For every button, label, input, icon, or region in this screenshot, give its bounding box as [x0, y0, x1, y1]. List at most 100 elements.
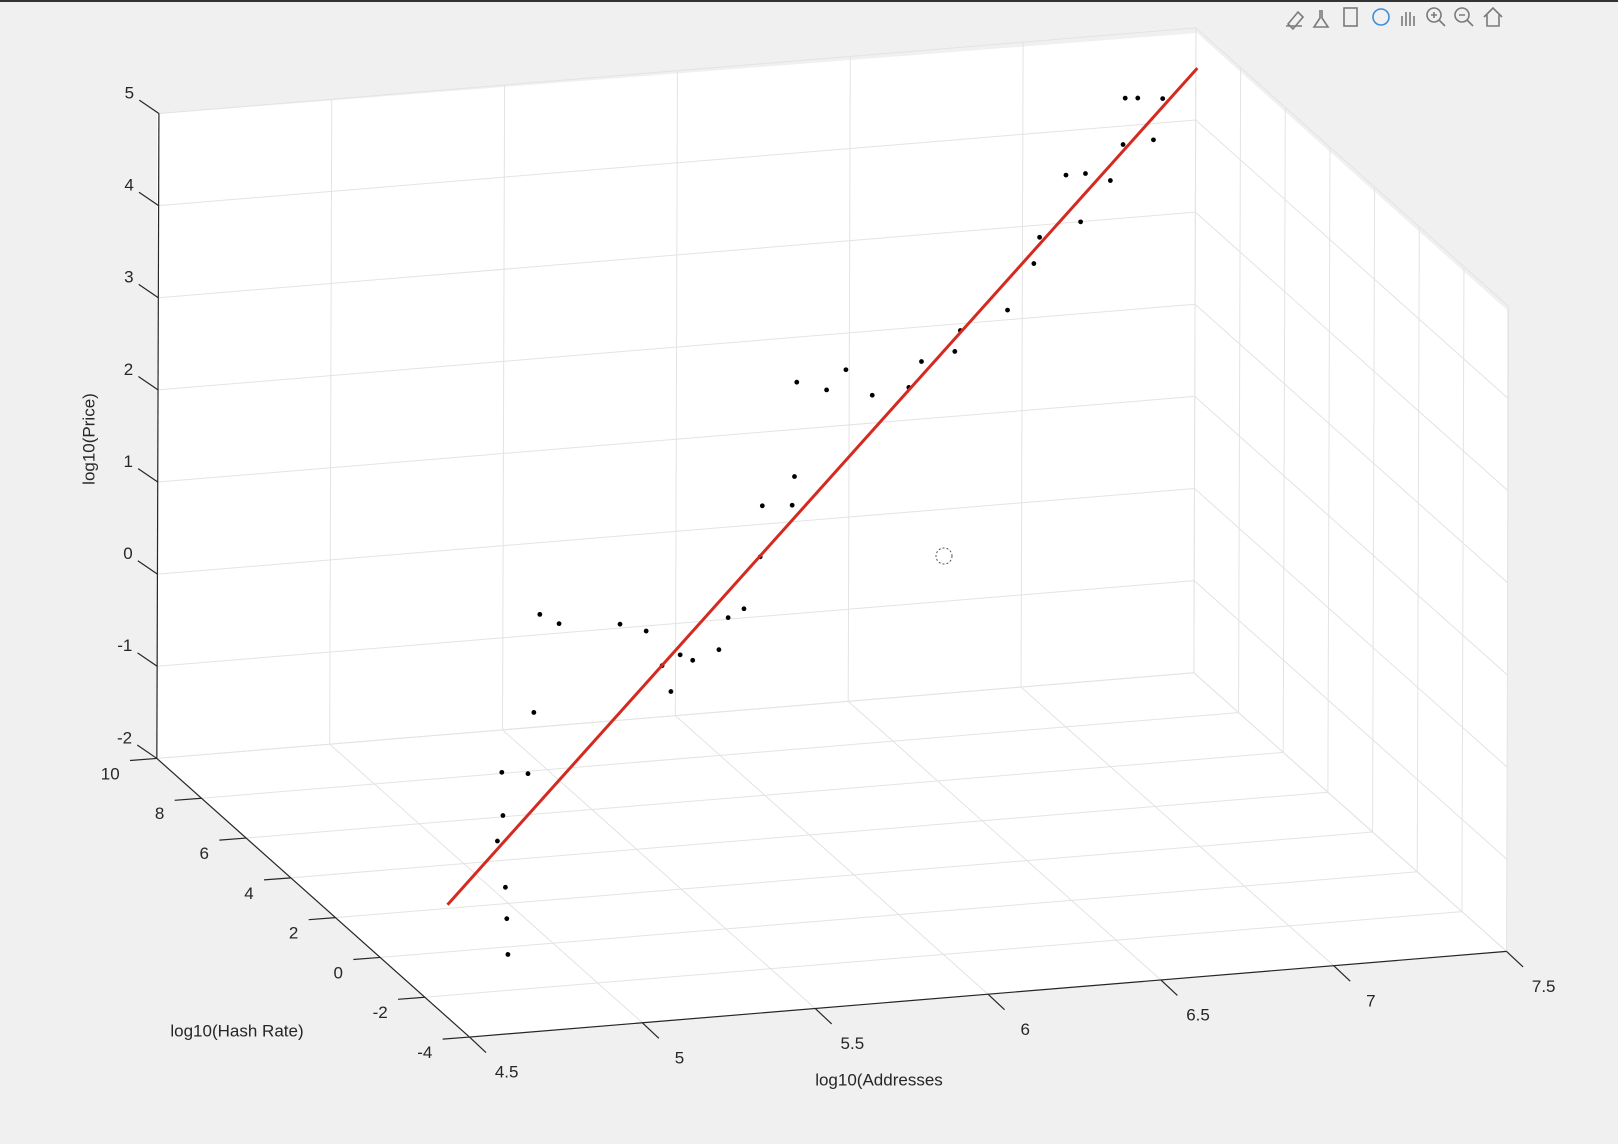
grid-line — [157, 395, 1195, 483]
y-axis-line — [156, 757, 470, 1038]
data-point — [1107, 178, 1113, 183]
zoom-out-icon[interactable] — [1454, 7, 1470, 23]
brush-icon[interactable] — [1286, 10, 1305, 31]
z-tick — [138, 191, 159, 207]
data-point — [952, 349, 958, 354]
data-point — [525, 771, 531, 777]
z-tick-label: -1 — [117, 636, 132, 655]
grid-line — [1282, 107, 1286, 753]
grid-line — [335, 831, 1373, 919]
grid-line — [158, 211, 1196, 299]
x-tick — [1160, 979, 1178, 996]
grid-line — [1193, 672, 1507, 952]
data-point — [1122, 95, 1128, 101]
y-tick-label: 0 — [334, 963, 343, 982]
x-tick-label: 7 — [1366, 991, 1375, 1010]
grid-line — [157, 580, 1195, 667]
x-tick — [1333, 965, 1351, 982]
grid-line — [424, 911, 1462, 998]
pan-icon[interactable] — [1401, 12, 1415, 26]
data-point — [1151, 137, 1156, 143]
axes-background — [157, 33, 1507, 1037]
z-tick — [138, 375, 159, 391]
grid-line — [1461, 266, 1465, 912]
data-point — [531, 710, 537, 715]
grid-line — [157, 303, 1196, 391]
grid-line — [502, 729, 816, 1009]
grid-line — [1020, 686, 1335, 967]
z-tick-label: 2 — [124, 360, 133, 379]
legend-icon[interactable] — [1343, 7, 1358, 27]
data-point — [1160, 96, 1166, 102]
x-tick-label: 6.5 — [1186, 1006, 1210, 1025]
top-bar — [0, 0, 1618, 2]
x-tick-label: 5 — [675, 1048, 684, 1067]
grid-line — [847, 56, 851, 702]
data-point — [1037, 234, 1042, 240]
grid-line — [1194, 303, 1509, 584]
zoom-in-glyph — [1431, 12, 1446, 27]
data-point — [716, 647, 722, 653]
y-tick-label: 10 — [101, 764, 120, 783]
grid-line — [1327, 147, 1331, 793]
data-point — [677, 652, 683, 658]
grid-line — [246, 751, 1284, 839]
grid-line — [1238, 67, 1242, 713]
grid-line — [290, 791, 1328, 879]
z-tick — [138, 99, 160, 115]
rotate-icon[interactable] — [1372, 8, 1390, 26]
data-tip-icon[interactable] — [1312, 10, 1330, 28]
y-tick — [129, 757, 157, 762]
y-tick — [174, 797, 202, 801]
y-tick — [442, 1036, 470, 1040]
y-tick — [219, 837, 247, 841]
cursor — [935, 547, 953, 565]
grid-line — [158, 27, 1196, 115]
y-tick — [308, 917, 336, 921]
x-tick-label: 7.5 — [1532, 977, 1556, 996]
data-point — [643, 628, 649, 634]
grid-line — [1416, 226, 1420, 872]
y-tick-label: 8 — [155, 804, 164, 823]
grid-line — [380, 871, 1418, 958]
data-point — [503, 884, 508, 890]
y-tick — [353, 956, 381, 961]
data-point — [1083, 171, 1088, 176]
data-point — [1031, 261, 1037, 266]
data-point — [504, 916, 510, 922]
data-point — [505, 952, 511, 957]
data-point — [617, 621, 623, 627]
z-tick — [138, 283, 159, 299]
data-point — [1135, 95, 1141, 101]
data-point — [869, 392, 875, 398]
y-tick-label: 4 — [244, 884, 253, 903]
z-tick — [137, 652, 158, 667]
z-tick — [136, 744, 158, 759]
data-point — [919, 359, 924, 364]
data-point — [741, 606, 747, 612]
z-tick-label: 4 — [124, 176, 133, 195]
data-point — [495, 838, 500, 844]
y-tick-label: 6 — [200, 844, 209, 863]
x-tick — [1506, 950, 1524, 968]
toolbar[interactable] — [1286, 6, 1503, 31]
data-point — [690, 657, 696, 663]
z-tick — [137, 468, 159, 483]
data-point — [794, 379, 800, 385]
zoom-in-icon[interactable] — [1426, 7, 1442, 23]
grid-line — [156, 672, 1194, 759]
z-tick-label: 0 — [123, 544, 132, 563]
data-point — [500, 813, 506, 818]
home-icon[interactable] — [1483, 6, 1503, 27]
grid-line — [329, 99, 333, 745]
grid-line — [1195, 27, 1509, 307]
z-tick-label: 1 — [123, 452, 132, 471]
data-point — [789, 502, 795, 508]
fit-line — [446, 67, 1199, 906]
y-tick-label: -4 — [417, 1043, 432, 1062]
data-point — [824, 387, 829, 393]
grid-line — [675, 715, 989, 995]
zoom-out-glyph — [1459, 14, 1474, 27]
data-point — [1063, 172, 1069, 178]
